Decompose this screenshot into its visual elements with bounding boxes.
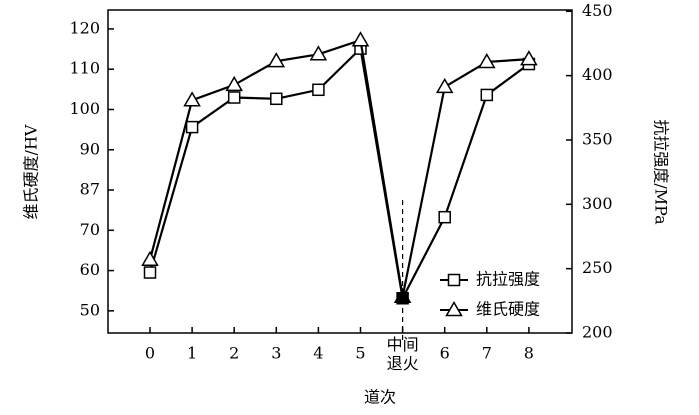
y2-tick-label: 200: [582, 323, 613, 342]
legend-label: 抗拉强度: [476, 270, 540, 289]
data-point: [435, 77, 454, 94]
legend-marker: [445, 300, 463, 317]
y2-axis-label: 抗拉强度/MPa: [652, 119, 671, 225]
x-tick-label: 2: [229, 344, 239, 363]
x-tick-label: 5: [355, 344, 365, 363]
x-tick-label: 4: [313, 344, 323, 363]
x-axis-label: 道次: [364, 388, 396, 407]
data-point: [393, 287, 412, 304]
series-line: [148, 38, 529, 297]
data-point: [227, 91, 241, 104]
data-point: [267, 52, 286, 68]
x-tick-label: 7: [482, 344, 492, 363]
y-tick-label: 90: [80, 139, 100, 158]
y2-tick-label: 450: [582, 1, 613, 20]
data-point: [478, 52, 496, 69]
x-tick-label: 6: [440, 344, 450, 363]
y-tick-label: 100: [69, 99, 100, 118]
data-point: [183, 91, 201, 107]
y-tick-label: 120: [69, 18, 100, 37]
plot-frame: [107, 9, 573, 334]
y2-tick-label: 300: [582, 194, 613, 213]
y-axis-label: 维氏硬度/HV: [22, 124, 41, 219]
y2-tick-label: 250: [582, 258, 613, 277]
data-point: [270, 92, 283, 106]
y2-tick-label: 400: [582, 65, 613, 84]
y-tick-label: 110: [69, 59, 100, 78]
data-point: [480, 88, 494, 102]
x-tick-label: 0: [145, 344, 155, 363]
y-tick-label: 50: [80, 300, 100, 319]
x-tick-label: 3: [271, 344, 281, 363]
legend-label: 维氏硬度: [476, 300, 540, 319]
data-point: [141, 250, 159, 266]
data-point: [351, 31, 370, 47]
data-point: [143, 266, 157, 279]
x-tick-label: 中间退火: [387, 335, 419, 373]
data-point: [185, 120, 199, 134]
y-tick-label: 70: [80, 220, 100, 239]
data-point: [225, 75, 243, 92]
y2-tick-label: 350: [582, 129, 613, 148]
y-tick-label: 87: [80, 180, 100, 199]
y-tick-label: 60: [80, 260, 100, 279]
x-tick-label: 1: [187, 344, 197, 363]
legend-marker: [447, 273, 461, 287]
data-point: [520, 50, 538, 66]
data-point: [309, 45, 328, 61]
data-point: [438, 210, 451, 224]
series-line: [148, 46, 530, 302]
data-point: [312, 83, 325, 97]
x-tick-label: 8: [524, 344, 534, 363]
